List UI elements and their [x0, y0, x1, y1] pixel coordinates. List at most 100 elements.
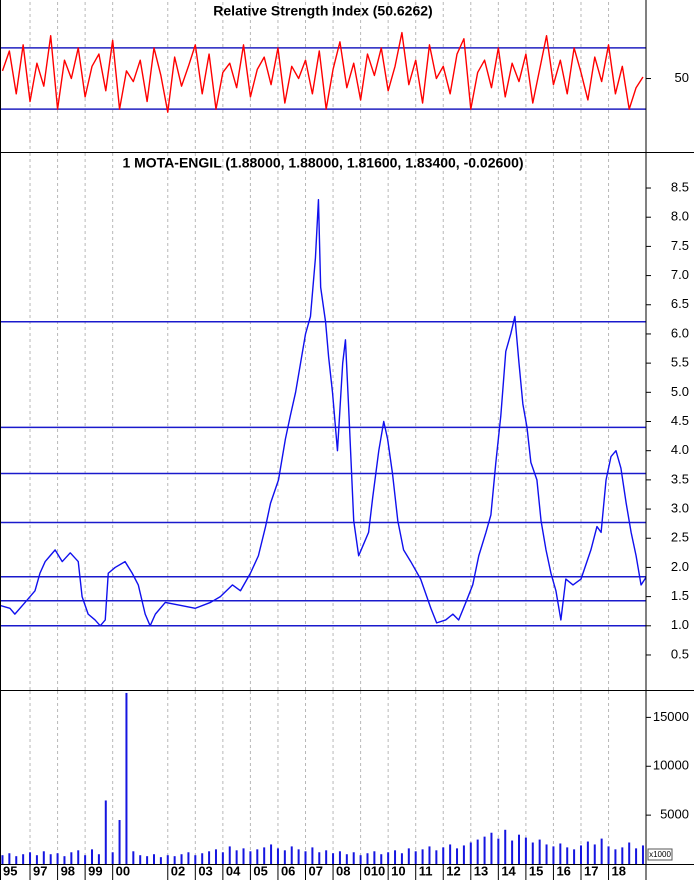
volume-bar — [456, 848, 459, 864]
volume-bar — [22, 854, 25, 864]
x-tick-label: 07 — [309, 863, 323, 878]
volume-bar — [366, 853, 369, 864]
x-tick-label: 010 — [364, 863, 386, 878]
y-tick-label: 5.0 — [671, 384, 689, 399]
y-tick-label: 4.5 — [671, 413, 689, 428]
volume-bar — [380, 854, 383, 864]
volume-bar — [352, 852, 355, 864]
unit-label: x1000 — [649, 850, 671, 859]
volume-bar — [159, 857, 162, 864]
volume-bar — [70, 852, 73, 864]
volume-bar — [42, 851, 45, 864]
volume-bar — [345, 854, 348, 864]
volume-bar — [263, 847, 266, 864]
volume-bar — [593, 844, 596, 864]
volume-bar — [462, 845, 465, 864]
volume-bar — [297, 849, 300, 864]
volume-bar — [111, 852, 114, 864]
volume-bar — [235, 850, 238, 864]
volume-bar — [152, 854, 155, 864]
x-tick-label: 08 — [336, 863, 350, 878]
y-tick-label: 4.0 — [671, 442, 689, 457]
volume-bar — [538, 839, 541, 864]
volume-bar — [166, 855, 169, 864]
volume-bar — [15, 856, 18, 864]
volume-bar — [8, 853, 11, 864]
volume-bar — [56, 853, 59, 864]
x-tick-label: 02 — [171, 863, 185, 878]
volume-bar — [552, 846, 555, 864]
x-tick-label: 12 — [446, 863, 460, 878]
x-tick-label: 99 — [88, 863, 102, 878]
y-tick-label: 1.0 — [671, 617, 689, 632]
volume-bar — [614, 849, 617, 864]
x-tick-label: 06 — [281, 863, 295, 878]
x-tick-label: 17 — [584, 863, 598, 878]
volume-bar — [318, 852, 321, 864]
volume-bar — [504, 829, 507, 864]
volume-bar — [400, 853, 403, 864]
y-tick-label: 6.5 — [671, 296, 689, 311]
volume-bar — [607, 846, 610, 864]
volume-bar — [332, 853, 335, 864]
x-tick-label: 16 — [556, 863, 570, 878]
volume-bar — [421, 849, 424, 864]
volume-bar — [511, 840, 514, 864]
x-tick-label: 00 — [116, 863, 130, 878]
volume-bar — [194, 855, 197, 864]
volume-bar — [201, 853, 204, 864]
volume-bar — [497, 838, 500, 864]
volume-bar — [442, 847, 445, 864]
volume-bar — [566, 847, 569, 864]
y-tick-label: 3.0 — [671, 500, 689, 515]
volume-bar — [146, 856, 149, 864]
volume-bar — [483, 836, 486, 864]
volume-bar — [338, 851, 341, 864]
volume-bar — [449, 844, 452, 864]
x-tick-label: 15 — [529, 863, 543, 878]
volume-bar — [407, 848, 410, 864]
y-tick-label: 50 — [675, 70, 689, 85]
volume-bar — [104, 800, 107, 864]
y-tick-label: 5.5 — [671, 355, 689, 370]
volume-bar — [49, 854, 52, 864]
volume-bar — [359, 855, 362, 864]
x-tick-label: 13 — [474, 863, 488, 878]
volume-bar — [394, 850, 397, 864]
x-tick-label: 14 — [501, 863, 516, 878]
volume-bar — [276, 848, 279, 864]
volume-bar — [97, 854, 100, 864]
y-tick-label: 6.0 — [671, 325, 689, 340]
volume-bar — [1, 855, 4, 864]
volume-bar — [173, 856, 176, 864]
x-tick-label: 03 — [198, 863, 212, 878]
y-tick-label: 10000 — [653, 758, 689, 773]
volume-bar — [600, 838, 603, 864]
volume-bar — [35, 855, 38, 864]
volume-bar — [428, 846, 431, 864]
volume-bar — [531, 842, 534, 864]
volume-bar — [373, 851, 376, 864]
volume-bar — [586, 841, 589, 864]
data-line — [0, 199, 647, 627]
panel-title: Relative Strength Index (50.6262) — [213, 3, 432, 19]
data-line — [1, 31, 644, 113]
volume-bar — [256, 849, 259, 864]
x-tick-label: 97 — [33, 863, 47, 878]
volume-bar — [187, 852, 190, 864]
y-tick-label: 15000 — [653, 709, 689, 724]
volume-bar — [84, 855, 87, 864]
volume-bar — [579, 845, 582, 864]
volume-bar — [628, 842, 631, 864]
volume-bar — [518, 834, 521, 864]
x-tick-label: 10 — [391, 863, 405, 878]
volume-bar — [29, 852, 32, 864]
volume-bar — [180, 854, 183, 864]
y-tick-label: 3.5 — [671, 471, 689, 486]
volume-bar — [476, 839, 479, 864]
volume-bar — [118, 820, 121, 864]
unit-box — [647, 848, 673, 861]
volume-bar — [469, 842, 472, 864]
volume-bar — [524, 837, 527, 864]
